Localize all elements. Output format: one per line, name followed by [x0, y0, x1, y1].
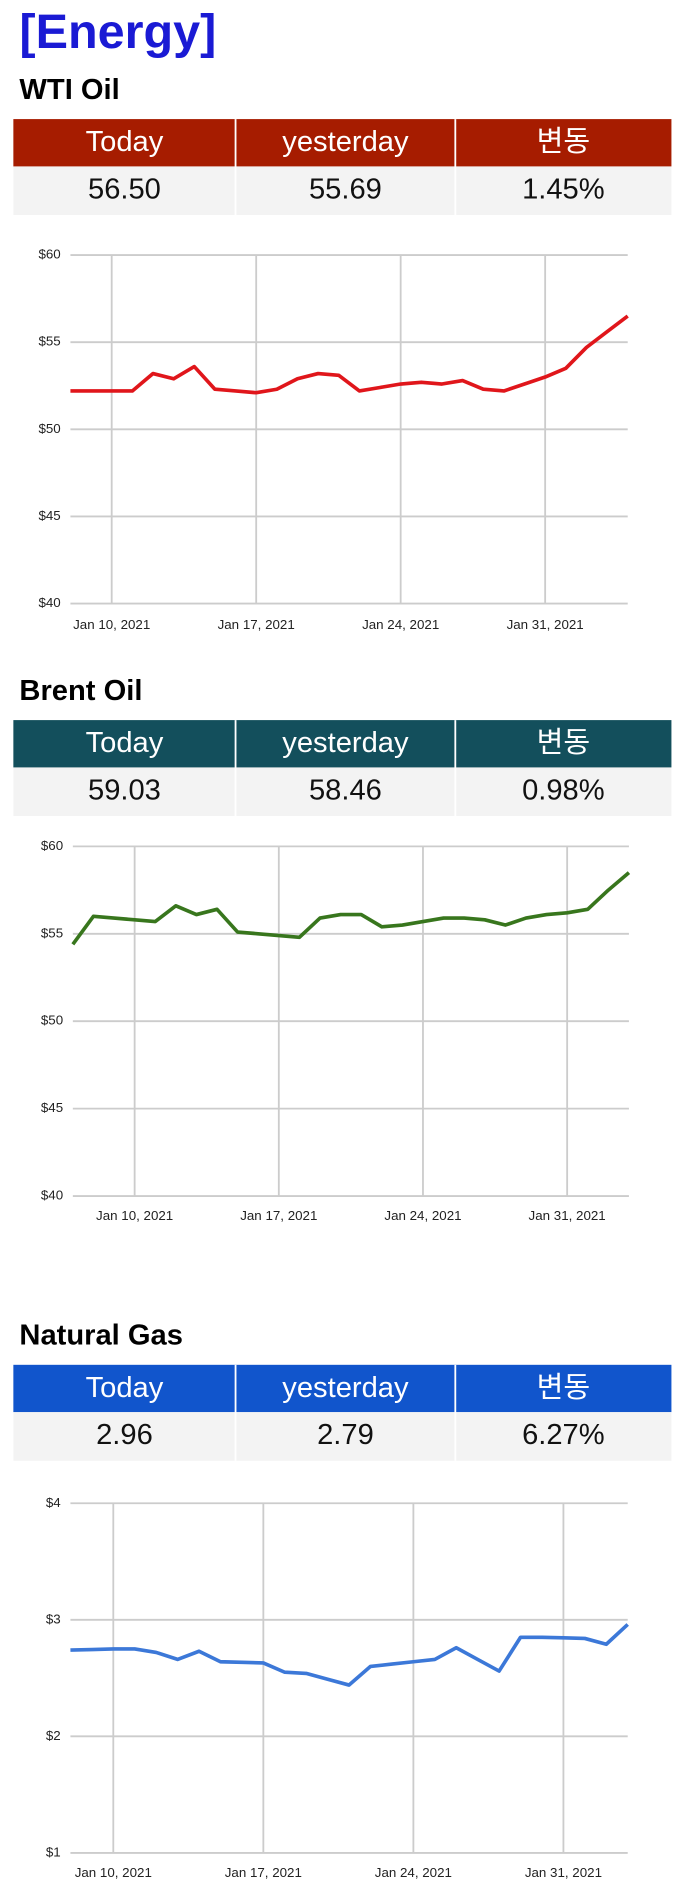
y-tick-label: $60: [38, 247, 60, 262]
y-tick-label: $45: [38, 508, 60, 523]
y-tick-label: $50: [41, 1013, 63, 1028]
y-tick-label: $50: [38, 421, 60, 436]
table-cell: 6.27%: [522, 1419, 605, 1451]
y-tick-label: $45: [41, 1100, 63, 1115]
x-tick-label: Jan 17, 2021: [225, 1865, 302, 1880]
y-tick-label: $1: [46, 1844, 61, 1859]
table-header-bg: [13, 720, 672, 768]
table-cell: 59.03: [88, 774, 161, 806]
x-tick-label: Jan 17, 2021: [240, 1208, 317, 1223]
table-header-cell: yesterday: [282, 126, 409, 158]
table-cell: 1.45%: [522, 173, 605, 205]
table-cell: 0.98%: [522, 774, 605, 806]
x-tick-label: Jan 24, 2021: [375, 1865, 452, 1880]
section-title: WTI Oil: [19, 74, 119, 106]
x-tick-label: Jan 31, 2021: [525, 1865, 602, 1880]
y-tick-label: $40: [38, 595, 60, 610]
table-cell: 2.79: [317, 1419, 374, 1451]
x-tick-label: Jan 31, 2021: [507, 617, 584, 632]
table-cell: 56.50: [88, 173, 161, 205]
x-tick-label: Jan 24, 2021: [384, 1208, 461, 1223]
table-cell: 2.96: [96, 1419, 153, 1451]
y-tick-label: $4: [46, 1495, 61, 1510]
table-header-cell: Today: [86, 1372, 164, 1404]
table-row-bg: [13, 1412, 672, 1461]
line-series: [70, 1623, 629, 1687]
section-title: Brent Oil: [19, 675, 142, 707]
table-header-cell: 변동: [537, 126, 591, 158]
table-header-cell: Today: [86, 727, 164, 759]
y-tick-label: $2: [46, 1728, 61, 1743]
y-tick-label: $40: [41, 1188, 63, 1203]
table-header-cell: 변동: [537, 727, 591, 759]
table-header-bg: [13, 119, 672, 167]
y-tick-label: $55: [38, 334, 60, 349]
x-tick-label: Jan 24, 2021: [362, 617, 439, 632]
line-series: [71, 871, 631, 946]
y-tick-label: $55: [41, 925, 63, 940]
table-row-bg: [13, 767, 672, 817]
table-header-cell: 변동: [537, 1372, 591, 1404]
line-series: [70, 314, 629, 395]
x-tick-label: Jan 31, 2021: [529, 1208, 606, 1223]
table-header-cell: yesterday: [282, 727, 409, 759]
table-header-bg: [13, 1364, 672, 1413]
table-cell: 55.69: [309, 173, 382, 205]
y-tick-label: $60: [41, 838, 63, 853]
x-tick-label: Jan 10, 2021: [75, 1865, 152, 1880]
x-tick-label: Jan 17, 2021: [218, 617, 295, 632]
x-tick-label: Jan 10, 2021: [73, 617, 150, 632]
table-header-cell: Today: [86, 126, 164, 158]
table-header-cell: yesterday: [282, 1372, 409, 1404]
y-tick-label: $3: [46, 1611, 61, 1626]
page-title: [Energy]: [19, 5, 216, 59]
table-row-bg: [13, 166, 672, 216]
x-tick-label: Jan 10, 2021: [96, 1208, 173, 1223]
table-cell: 58.46: [309, 774, 382, 806]
section-title: Natural Gas: [19, 1320, 183, 1352]
